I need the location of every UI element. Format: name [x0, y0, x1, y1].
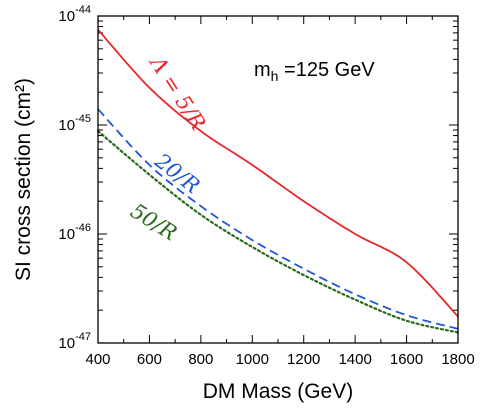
curve-labels: Λ = 5/R20/R50/R — [126, 50, 210, 245]
x-tick-label: 1000 — [236, 351, 269, 368]
y-tick-label: 10-44 — [58, 4, 91, 25]
y-tick-label: 10-45 — [58, 113, 91, 134]
x-tick-label: 600 — [137, 351, 162, 368]
y-tick-label: 10-47 — [58, 331, 91, 352]
curves — [96, 29, 460, 334]
y-tick-label: 10-46 — [58, 222, 91, 243]
series-label-2: 20/R — [150, 148, 205, 198]
plot-frame — [97, 15, 459, 344]
x-tick-label: 1600 — [390, 351, 423, 368]
x-tick-label: 1200 — [287, 351, 320, 368]
series-line-2 — [97, 108, 459, 330]
y-tick-labels: 10-44 10-45 10-46 10-47 — [58, 4, 91, 352]
series-line-3 — [96, 130, 460, 334]
y-axis-title: SI cross section (cm²) — [12, 78, 35, 281]
series-label-3: 50/R — [126, 199, 181, 246]
annotation-value: =125 GeV — [278, 59, 375, 81]
annotation-m: m — [254, 59, 271, 81]
x-tick-labels: 400 600 800 1000 1200 1400 1600 1800 — [85, 351, 474, 368]
series-line-1 — [97, 29, 459, 318]
x-tick-label: 800 — [188, 351, 213, 368]
x-tick-label: 400 — [85, 351, 110, 368]
minor-ticks — [98, 16, 458, 343]
x-tick-label: 1800 — [441, 351, 474, 368]
higgs-mass-annotation: mh =125 GeV — [254, 59, 375, 84]
annotation-h-sub: h — [271, 68, 279, 84]
x-tick-label: 1400 — [338, 351, 371, 368]
x-axis-title: DM Mass (GeV) — [203, 380, 354, 403]
